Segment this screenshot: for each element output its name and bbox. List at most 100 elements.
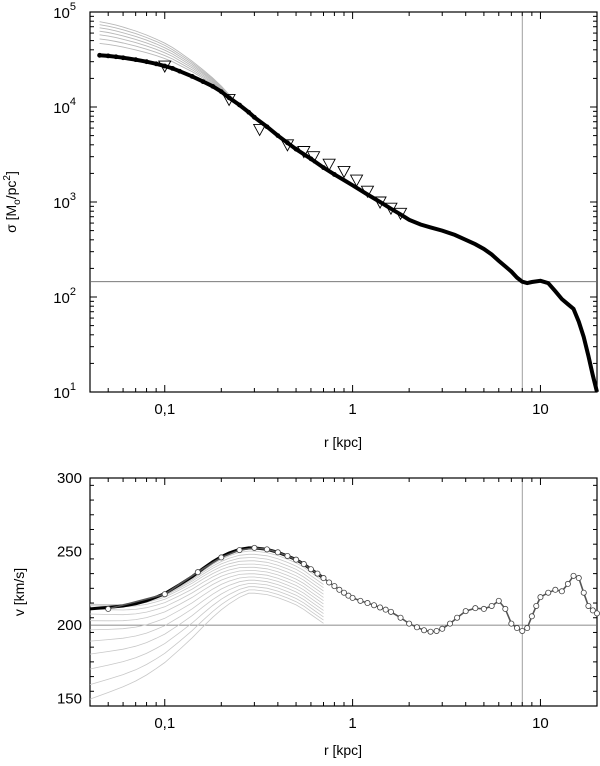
bottom-data-series (89, 544, 600, 635)
data-point (331, 172, 337, 177)
y-tick-label: 300 (57, 470, 82, 487)
data-point (537, 594, 544, 601)
x-tick-label: 0,1 (154, 715, 175, 732)
bottom-x-axis-label: r [kpc] (324, 742, 362, 758)
data-point (144, 59, 149, 65)
y-tick-label: 200 (57, 617, 82, 634)
model-curve (89, 583, 324, 655)
triangle-marker (306, 151, 321, 164)
data-point (321, 165, 326, 171)
data-point (377, 604, 384, 611)
data-point (519, 627, 526, 634)
top-x-axis-ticks: 0,1 1 10 (89, 12, 598, 418)
bottom-x-axis-ticks: 0,1 1 10 (89, 478, 598, 732)
data-point (564, 580, 571, 587)
model-curve (99, 30, 312, 160)
density-curve (99, 53, 599, 393)
model-curve (89, 566, 324, 611)
data-point (533, 602, 540, 609)
data-point (293, 146, 299, 152)
top-y-axis-ticks: 101 102 103 104 105 (53, 1, 597, 402)
triangle-marker (384, 202, 398, 216)
data-point (237, 102, 242, 108)
data-point (462, 608, 469, 615)
data-point (274, 549, 281, 556)
x-tick-label: 10 (532, 401, 549, 418)
triangle-marker (349, 174, 364, 188)
data-point (513, 625, 520, 632)
data-point (314, 570, 321, 577)
model-curve (89, 576, 324, 631)
data-point (472, 605, 479, 612)
y-tick-label: 105 (53, 1, 76, 22)
model-curve (99, 34, 312, 160)
triangle-marker (337, 165, 351, 179)
y-tick-label: 150 (57, 691, 82, 708)
model-curve (89, 573, 324, 622)
top-reference-lines (90, 12, 597, 392)
triangle-marker (360, 185, 375, 199)
data-point (341, 589, 348, 596)
triangle-marker (280, 139, 295, 152)
y-tick-label: 250 (57, 544, 82, 561)
top-data-series (97, 52, 599, 393)
data-point (397, 614, 404, 621)
data-point (177, 68, 183, 74)
data-point (545, 589, 552, 596)
triangle-marker (252, 124, 267, 137)
data-point (236, 547, 243, 554)
data-point (336, 586, 343, 593)
data-point (285, 140, 290, 146)
data-point (580, 589, 587, 596)
data-point (218, 554, 225, 561)
triangle-marker (322, 158, 336, 172)
x-tick-label: 1 (348, 715, 356, 732)
data-point (421, 627, 428, 634)
triangle-marker (393, 207, 408, 221)
data-point (552, 586, 559, 593)
data-point (300, 561, 307, 568)
data-point (454, 614, 461, 621)
model-curve (89, 570, 324, 616)
data-point (528, 613, 535, 620)
data-point (371, 602, 378, 609)
data-point (153, 61, 159, 67)
data-point (570, 572, 577, 579)
data-point (488, 602, 495, 609)
data-point (161, 591, 168, 598)
data-point (275, 133, 281, 138)
data-point (200, 79, 206, 85)
y-tick-label: 101 (53, 381, 76, 402)
triangle-marker (222, 94, 236, 107)
data-point (226, 95, 232, 101)
data-point (594, 610, 600, 617)
data-point (113, 54, 119, 60)
model-curve (89, 589, 324, 685)
density-profile-chart: 0,1 1 10 101 102 103 104 105 r [kpc] σ [Mo/pc2… (2, 1, 599, 450)
bottom-plot-frame (89, 477, 598, 707)
data-point (589, 607, 596, 614)
data-point (264, 124, 270, 130)
data-point (293, 556, 300, 563)
model-curve (89, 592, 324, 700)
bottom-y-axis-label: v [km/s] (11, 568, 27, 616)
rotation-curve-trace (107, 547, 598, 633)
data-point (387, 608, 394, 615)
data-point (406, 620, 413, 627)
data-point (524, 625, 531, 632)
data-point (326, 579, 333, 586)
data-point (558, 588, 565, 595)
model-curve (99, 38, 312, 160)
data-point (357, 597, 364, 604)
data-point (170, 65, 175, 71)
data-point (585, 602, 592, 609)
model-curve (99, 27, 312, 160)
data-point (447, 620, 454, 627)
data-point (162, 63, 168, 69)
data-point (320, 575, 327, 582)
model-curve (89, 586, 324, 670)
data-point (210, 83, 216, 89)
data-point (246, 109, 252, 115)
data-point (105, 53, 111, 59)
